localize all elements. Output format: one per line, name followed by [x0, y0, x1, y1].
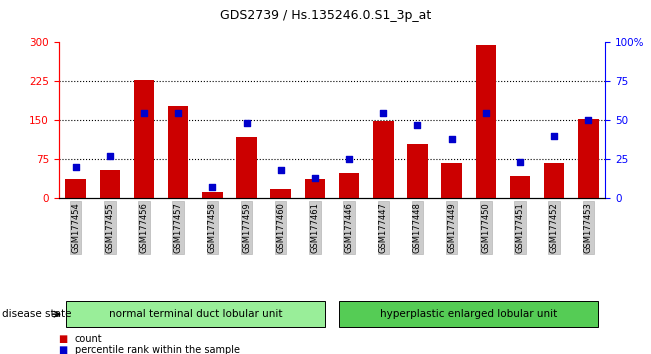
Bar: [578, 119, 598, 198]
Bar: [65, 178, 86, 198]
Point: [583, 118, 594, 123]
Text: GSM177457: GSM177457: [174, 202, 183, 253]
Point: [310, 175, 320, 181]
Text: ■: ■: [59, 346, 68, 354]
Point: [412, 122, 422, 128]
Text: GSM177447: GSM177447: [379, 202, 388, 253]
Point: [242, 121, 252, 126]
Text: percentile rank within the sample: percentile rank within the sample: [75, 346, 240, 354]
Text: GSM177458: GSM177458: [208, 202, 217, 253]
Text: GSM177448: GSM177448: [413, 202, 422, 253]
Point: [173, 110, 184, 115]
Bar: [475, 45, 496, 198]
Text: GSM177449: GSM177449: [447, 202, 456, 252]
Text: hyperplastic enlarged lobular unit: hyperplastic enlarged lobular unit: [380, 309, 557, 319]
Bar: [133, 80, 154, 198]
Bar: [373, 121, 393, 198]
Text: disease state: disease state: [2, 309, 72, 319]
Bar: [270, 189, 291, 198]
Point: [480, 110, 491, 115]
Bar: [544, 163, 564, 198]
Point: [139, 110, 149, 115]
Bar: [236, 137, 256, 198]
Bar: [441, 163, 462, 198]
Text: count: count: [75, 334, 102, 344]
Point: [275, 167, 286, 173]
Text: GSM177460: GSM177460: [276, 202, 285, 253]
Text: GSM177452: GSM177452: [549, 202, 559, 252]
Point: [344, 156, 354, 162]
Bar: [339, 173, 359, 198]
Point: [447, 136, 457, 142]
Bar: [168, 106, 188, 198]
Bar: [100, 170, 120, 198]
Text: GSM177451: GSM177451: [516, 202, 525, 252]
Point: [378, 110, 389, 115]
Text: GSM177454: GSM177454: [71, 202, 80, 252]
Point: [105, 153, 115, 159]
Point: [207, 184, 217, 190]
Point: [515, 160, 525, 165]
Text: GSM177459: GSM177459: [242, 202, 251, 252]
Text: GSM177453: GSM177453: [584, 202, 593, 253]
Text: normal terminal duct lobular unit: normal terminal duct lobular unit: [109, 309, 282, 319]
Text: ■: ■: [59, 334, 68, 344]
Text: GSM177461: GSM177461: [311, 202, 320, 253]
Text: GSM177455: GSM177455: [105, 202, 115, 252]
Text: GSM177446: GSM177446: [344, 202, 353, 253]
Point: [549, 133, 559, 139]
Text: GSM177456: GSM177456: [139, 202, 148, 253]
Bar: [510, 176, 530, 198]
Text: GSM177450: GSM177450: [481, 202, 490, 252]
Bar: [407, 144, 428, 198]
Bar: [305, 178, 325, 198]
Point: [70, 164, 81, 170]
Text: GDS2739 / Hs.135246.0.S1_3p_at: GDS2739 / Hs.135246.0.S1_3p_at: [220, 9, 431, 22]
Bar: [202, 192, 223, 198]
